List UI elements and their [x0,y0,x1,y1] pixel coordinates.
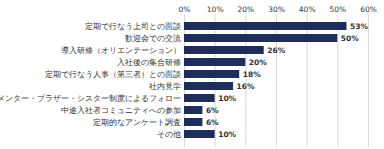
svg-text:定期で行なう上司との面談: 定期で行なう上司との面談 [85,22,181,31]
svg-text:社内見学: 社内見学 [149,82,181,91]
svg-text:入社後の集合研修: 入社後の集合研修 [117,58,181,67]
svg-text:その他: その他 [157,130,181,139]
svg-text:0%: 0% [179,5,191,14]
svg-text:定期的なアンケート調査: 定期的なアンケート調査 [93,118,181,127]
svg-text:10%: 10% [218,130,236,139]
svg-text:40%: 40% [299,5,316,14]
svg-text:16%: 16% [237,82,255,91]
svg-text:10%: 10% [218,94,236,103]
svg-text:20%: 20% [237,5,254,14]
svg-text:18%: 18% [243,70,261,79]
svg-text:53%: 53% [350,22,368,31]
svg-text:定期で行なう人事（第三者）との面談: 定期で行なう人事（第三者）との面談 [45,70,181,79]
svg-text:メンター・ブラザー・シスター制度によるフォロー: メンター・ブラザー・シスター制度によるフォロー [0,94,181,103]
svg-text:60%: 60% [360,5,377,14]
svg-text:10%: 10% [207,5,224,14]
svg-text:導入研修（オリエンテーション）: 導入研修（オリエンテーション） [61,46,181,55]
svg-text:26%: 26% [267,46,285,55]
svg-text:50%: 50% [341,34,359,43]
svg-text:6%: 6% [206,118,219,127]
svg-text:歓迎会での交流: 歓迎会での交流 [125,34,181,43]
svg-text:20%: 20% [249,58,267,67]
svg-text:30%: 30% [268,5,285,14]
svg-text:6%: 6% [206,106,219,115]
svg-text:中途入社者コミュニティへの参加: 中途入社者コミュニティへの参加 [61,106,181,115]
svg-text:50%: 50% [329,5,346,14]
